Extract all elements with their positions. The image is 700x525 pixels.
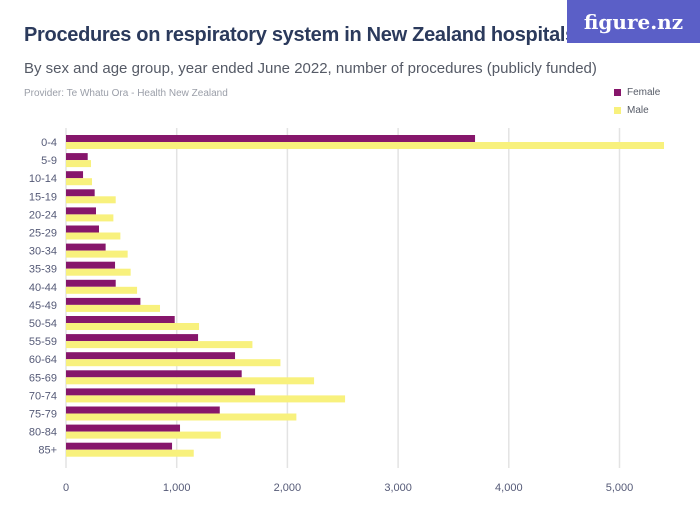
x-tick-label: 5,000 (606, 482, 634, 494)
y-tick-label: 55-59 (29, 336, 57, 348)
legend-swatch-male (614, 107, 621, 114)
bar-male (66, 196, 116, 204)
bar-male (66, 304, 160, 312)
bar-female (66, 189, 95, 197)
provider-text: Provider: Te Whatu Ora - Health New Zeal… (24, 88, 228, 99)
y-tick-label: 10-14 (29, 173, 57, 185)
chart-subtitle: By sex and age group, year ended June 20… (24, 60, 597, 77)
bar-male (66, 377, 315, 385)
y-tick-label: 5-9 (41, 155, 57, 167)
x-tick-label: 1,000 (163, 482, 191, 494)
bar-male (66, 214, 114, 222)
bar-male (66, 323, 200, 330)
legend-label: Male (627, 105, 649, 116)
bar-male (66, 268, 131, 276)
y-tick-label: 85+ (38, 445, 57, 457)
bar-male (66, 160, 92, 168)
bar-male (66, 359, 281, 367)
bar-female (66, 406, 220, 414)
y-tick-label: 45-49 (29, 300, 57, 312)
chart-title: Procedures on respiratory system in New … (24, 24, 576, 46)
bar-female (66, 388, 256, 396)
bar-male (66, 431, 221, 439)
y-tick-label: 75-79 (29, 409, 57, 421)
y-tick-label: 30-34 (29, 246, 57, 258)
bar-female (66, 334, 199, 342)
y-tick-label: 15-19 (29, 191, 57, 203)
bar-male (66, 286, 138, 294)
legend-swatch-female (614, 89, 621, 96)
y-tick-label: 25-29 (29, 228, 57, 240)
bar-male (66, 449, 194, 457)
bar-female (66, 352, 236, 360)
bar-male (66, 250, 128, 258)
y-tick-label: 65-69 (29, 372, 57, 384)
bar-male (66, 341, 253, 349)
y-tick-label: 70-74 (29, 390, 57, 402)
figure-nz-logo[interactable]: figure.nz (567, 0, 700, 43)
bar-female (66, 316, 175, 323)
bar-female (66, 153, 88, 161)
legend-male: Male (614, 105, 649, 116)
bar-female (66, 225, 99, 233)
bar-male (66, 142, 665, 149)
bar-male (66, 232, 121, 240)
y-tick-label: 0-4 (41, 137, 57, 149)
y-tick-label: 40-44 (29, 282, 57, 294)
bar-female (66, 297, 141, 305)
bar-male (66, 395, 346, 403)
bar-male (66, 413, 297, 421)
legend-label: Female (627, 87, 661, 98)
x-tick-label: 0 (63, 482, 69, 494)
y-tick-label: 60-64 (29, 354, 57, 366)
legend-female: Female (614, 87, 660, 98)
y-tick-label: 50-54 (29, 318, 57, 330)
bar-female (66, 370, 242, 378)
x-tick-label: 4,000 (495, 482, 523, 494)
bar-female (66, 424, 181, 432)
y-tick-label: 80-84 (29, 427, 57, 439)
y-tick-label: 20-24 (29, 209, 57, 221)
bar-female (66, 442, 173, 450)
bar-female (66, 279, 116, 287)
bar-female (66, 261, 116, 269)
bar-female (66, 171, 84, 179)
x-tick-label: 2,000 (274, 482, 302, 494)
bar-male (66, 178, 93, 186)
x-tick-label: 3,000 (384, 482, 412, 494)
bar-female (66, 243, 106, 251)
y-tick-label: 35-39 (29, 264, 57, 276)
bar-female (66, 135, 476, 142)
bar-female (66, 207, 96, 215)
